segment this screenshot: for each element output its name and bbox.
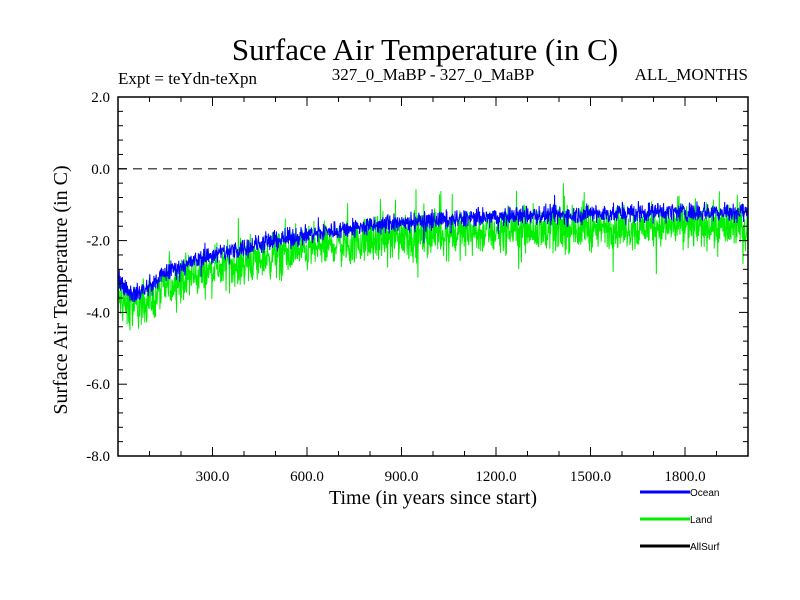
x-tick-label: 600.0: [290, 469, 324, 485]
chart-subtitle-left: Expt = teYdn-teXpn: [118, 69, 257, 88]
axis-layer: 300.0 600.0 900.0 1200.0 1500.0 1800.0 -8.0 -6.…: [86, 90, 749, 485]
legend: Ocean Land AllSurf: [640, 488, 720, 553]
x-axis-label: Time (in years since start): [329, 487, 537, 509]
y-tick-label: 0.0: [91, 162, 110, 178]
x-tick-label: 300.0: [196, 469, 230, 485]
x-tick-label: 1800.0: [664, 469, 705, 485]
series-layer: [117, 183, 749, 331]
chart-subtitle-right: ALL_MONTHS: [635, 65, 748, 84]
chart-title: Surface Air Temperature (in C): [232, 32, 618, 67]
legend-label-land: Land: [690, 515, 712, 526]
legend-label-allsurf: AllSurf: [690, 542, 720, 553]
x-tick-label: 900.0: [385, 469, 419, 485]
y-tick-label: -4.0: [86, 305, 110, 321]
x-tick-label: 1200.0: [475, 469, 516, 485]
legend-label-ocean: Ocean: [690, 488, 719, 499]
y-tick-label: -2.0: [86, 234, 110, 250]
series-ocean: [117, 194, 749, 303]
y-tick-label: -8.0: [86, 449, 110, 465]
x-tick-label: 1500.0: [570, 469, 611, 485]
y-axis-label: Surface Air Temperature (in C): [50, 165, 72, 414]
y-tick-label: -6.0: [86, 377, 110, 393]
series-land: [117, 183, 749, 331]
y-tick-label: 2.0: [91, 90, 110, 106]
chart-subtitle-center: 327_0_MaBP - 327_0_MaBP: [332, 65, 534, 84]
